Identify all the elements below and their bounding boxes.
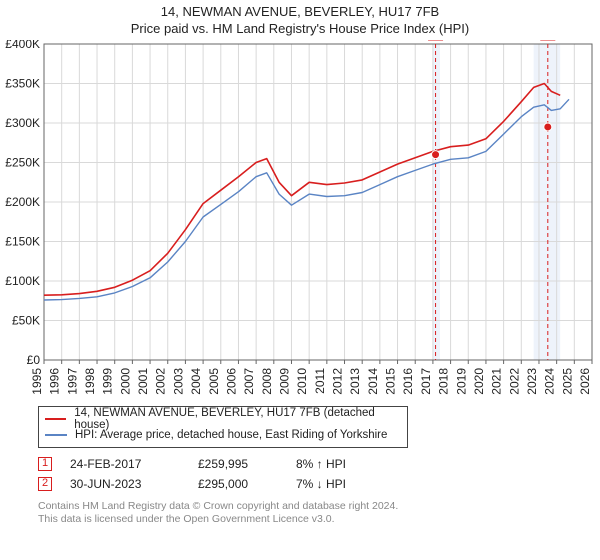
svg-text:2007: 2007 [242,367,256,394]
sale-row: 1 24-FEB-2017 £259,995 8% ↑ HPI [38,454,590,474]
svg-text:2025: 2025 [560,367,574,394]
footer-line-1: Contains HM Land Registry data © Crown c… [38,500,590,514]
svg-text:£350K: £350K [5,76,40,90]
legend-label: HPI: Average price, detached house, East… [75,429,387,441]
sale-delta: 8% ↑ HPI [296,457,386,471]
sale-delta: 7% ↓ HPI [296,477,386,491]
svg-text:2018: 2018 [437,367,451,394]
svg-text:2020: 2020 [472,367,486,394]
svg-text:1996: 1996 [48,367,62,394]
legend: 14, NEWMAN AVENUE, BEVERLEY, HU17 7FB (d… [38,406,408,448]
legend-item: HPI: Average price, detached house, East… [45,427,401,443]
svg-text:2002: 2002 [154,367,168,394]
svg-text:2008: 2008 [260,367,274,394]
svg-text:£100K: £100K [5,274,40,288]
legend-label: 14, NEWMAN AVENUE, BEVERLEY, HU17 7FB (d… [74,407,401,431]
sale-price: £295,000 [198,477,278,491]
svg-text:2015: 2015 [384,367,398,394]
svg-text:2000: 2000 [118,367,132,394]
svg-text:2024: 2024 [543,367,557,394]
sale-row: 2 30-JUN-2023 £295,000 7% ↓ HPI [38,474,590,494]
svg-text:2017: 2017 [419,367,433,394]
sale-marker: 1 [38,457,52,471]
svg-text:2022: 2022 [507,367,521,394]
svg-text:2004: 2004 [189,367,203,394]
svg-text:2016: 2016 [401,367,415,394]
svg-text:£250K: £250K [5,155,40,169]
svg-text:1995: 1995 [30,367,44,394]
footer-line-2: This data is licensed under the Open Gov… [38,513,590,527]
root: 14, NEWMAN AVENUE, BEVERLEY, HU17 7FB Pr… [0,0,600,560]
sale-date: 24-FEB-2017 [70,457,180,471]
svg-text:1998: 1998 [83,367,97,394]
svg-text:2019: 2019 [454,367,468,394]
chart: £0 £50K £100K £150K £200K £250K £300K £350K £400… [0,40,600,400]
svg-text:1997: 1997 [65,367,79,394]
sale-price: £259,995 [198,457,278,471]
footer: Contains HM Land Registry data © Crown c… [38,500,590,527]
chart-svg: £0 £50K £100K £150K £200K £250K £300K £350K £400… [0,40,600,400]
svg-text:£50K: £50K [12,313,40,327]
svg-text:2010: 2010 [295,367,309,394]
title-line-2: Price paid vs. HM Land Registry's House … [0,21,600,38]
sale-marker: 2 [38,477,52,491]
svg-text:2014: 2014 [366,367,380,394]
sales-table: 1 24-FEB-2017 £259,995 8% ↑ HPI 2 30-JUN-2023… [38,454,590,494]
title-line-1: 14, NEWMAN AVENUE, BEVERLEY, HU17 7FB [0,4,600,21]
legend-swatch [45,434,67,436]
chart-titles: 14, NEWMAN AVENUE, BEVERLEY, HU17 7FB Pr… [0,0,600,40]
svg-text:2009: 2009 [277,367,291,394]
svg-text:2013: 2013 [348,367,362,394]
svg-text:£300K: £300K [5,116,40,130]
svg-text:2011: 2011 [313,367,327,393]
svg-text:£400K: £400K [5,40,40,51]
legend-item: 14, NEWMAN AVENUE, BEVERLEY, HU17 7FB (d… [45,411,401,427]
svg-text:£0: £0 [27,353,41,367]
svg-text:2012: 2012 [331,367,345,394]
svg-text:2001: 2001 [136,367,150,394]
svg-text:2006: 2006 [224,367,238,394]
svg-text:2003: 2003 [171,367,185,394]
sale-date: 30-JUN-2023 [70,477,180,491]
svg-text:2021: 2021 [490,367,504,394]
svg-text:2026: 2026 [578,367,592,394]
svg-text:1999: 1999 [101,367,115,394]
svg-text:2005: 2005 [207,367,221,394]
svg-text:2023: 2023 [525,367,539,394]
svg-text:£200K: £200K [5,195,40,209]
svg-text:£150K: £150K [5,234,40,248]
legend-swatch [45,418,66,420]
